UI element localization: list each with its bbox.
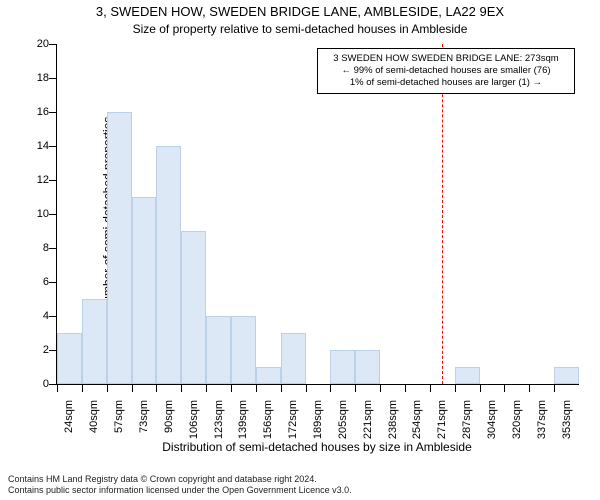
- y-tick-label: 6: [13, 276, 49, 288]
- x-tick-label: 221sqm: [362, 400, 374, 439]
- x-tick: [231, 384, 232, 392]
- x-tick: [554, 384, 555, 392]
- histogram-bar: [107, 112, 132, 384]
- y-tick-label: 14: [13, 140, 49, 152]
- x-tick: [256, 384, 257, 392]
- x-tick: [281, 384, 282, 392]
- y-tick: [49, 214, 57, 215]
- x-tick: [504, 384, 505, 392]
- y-tick: [49, 44, 57, 45]
- histogram-bar: [206, 316, 231, 384]
- y-tick-label: 20: [13, 38, 49, 50]
- y-tick-label: 8: [13, 242, 49, 254]
- x-tick: [107, 384, 108, 392]
- reference-line: [442, 44, 443, 384]
- x-tick: [480, 384, 481, 392]
- legend-line: ← 99% of semi-detached houses are smalle…: [324, 65, 568, 77]
- x-tick: [430, 384, 431, 392]
- x-tick-label: 139sqm: [237, 400, 249, 439]
- x-tick-label: 271sqm: [436, 400, 448, 439]
- x-tick: [330, 384, 331, 392]
- x-tick-label: 90sqm: [163, 400, 175, 433]
- footer-line-1: Contains HM Land Registry data © Crown c…: [8, 474, 592, 485]
- y-tick: [49, 112, 57, 113]
- x-tick-label: 73sqm: [138, 400, 150, 433]
- x-tick-label: 40sqm: [88, 400, 100, 433]
- x-tick: [57, 384, 58, 392]
- x-tick-label: 287sqm: [461, 400, 473, 439]
- footer-line-2: Contains public sector information licen…: [8, 485, 592, 496]
- x-tick: [306, 384, 307, 392]
- x-tick: [380, 384, 381, 392]
- x-tick: [206, 384, 207, 392]
- y-tick: [49, 316, 57, 317]
- y-tick: [49, 146, 57, 147]
- x-tick-label: 189sqm: [312, 400, 324, 439]
- x-tick: [156, 384, 157, 392]
- y-tick: [49, 350, 57, 351]
- histogram-bar: [330, 350, 355, 384]
- histogram-bar: [156, 146, 181, 384]
- x-tick: [181, 384, 182, 392]
- histogram-bar: [181, 231, 206, 384]
- histogram-bar: [554, 367, 579, 384]
- y-tick: [49, 78, 57, 79]
- x-tick-label: 353sqm: [561, 400, 573, 439]
- property-size-chart: 3, SWEDEN HOW, SWEDEN BRIDGE LANE, AMBLE…: [0, 0, 600, 500]
- y-tick-label: 12: [13, 174, 49, 186]
- chart-title-main: 3, SWEDEN HOW, SWEDEN BRIDGE LANE, AMBLE…: [0, 4, 600, 19]
- histogram-bar: [455, 367, 480, 384]
- y-tick: [49, 180, 57, 181]
- y-tick: [49, 282, 57, 283]
- x-tick-label: 205sqm: [337, 400, 349, 439]
- x-tick-label: 337sqm: [536, 400, 548, 439]
- legend-box: 3 SWEDEN HOW SWEDEN BRIDGE LANE: 273sqm←…: [317, 48, 575, 94]
- y-tick: [49, 248, 57, 249]
- x-tick-label: 24sqm: [63, 400, 75, 433]
- histogram-bar: [82, 299, 107, 384]
- histogram-bar: [355, 350, 380, 384]
- x-tick: [529, 384, 530, 392]
- y-tick-label: 4: [13, 310, 49, 322]
- x-tick-label: 123sqm: [213, 400, 225, 439]
- y-tick: [49, 384, 57, 385]
- x-tick: [132, 384, 133, 392]
- plot-area: 0246810121416182024sqm40sqm57sqm73sqm90s…: [56, 44, 579, 385]
- legend-line: 3 SWEDEN HOW SWEDEN BRIDGE LANE: 273sqm: [324, 53, 568, 65]
- x-tick-label: 238sqm: [387, 400, 399, 439]
- x-tick-label: 172sqm: [287, 400, 299, 439]
- histogram-bar: [256, 367, 281, 384]
- chart-title-sub: Size of property relative to semi-detach…: [0, 22, 600, 36]
- x-tick: [355, 384, 356, 392]
- x-tick: [82, 384, 83, 392]
- x-tick: [405, 384, 406, 392]
- x-tick-label: 106sqm: [188, 400, 200, 439]
- legend-line: 1% of semi-detached houses are larger (1…: [324, 77, 568, 89]
- x-tick-label: 156sqm: [262, 400, 274, 439]
- histogram-bar: [281, 333, 306, 384]
- x-axis-label: Distribution of semi-detached houses by …: [56, 440, 578, 454]
- y-tick-label: 10: [13, 208, 49, 220]
- x-tick-label: 304sqm: [486, 400, 498, 439]
- x-tick: [455, 384, 456, 392]
- y-tick-label: 0: [13, 378, 49, 390]
- histogram-bar: [231, 316, 256, 384]
- histogram-bar: [132, 197, 157, 384]
- x-tick-label: 57sqm: [113, 400, 125, 433]
- chart-footer: Contains HM Land Registry data © Crown c…: [8, 474, 592, 497]
- x-tick-label: 254sqm: [411, 400, 423, 439]
- y-tick-label: 16: [13, 106, 49, 118]
- x-tick-label: 320sqm: [511, 400, 523, 439]
- y-tick-label: 18: [13, 72, 49, 84]
- histogram-bar: [57, 333, 82, 384]
- y-tick-label: 2: [13, 344, 49, 356]
